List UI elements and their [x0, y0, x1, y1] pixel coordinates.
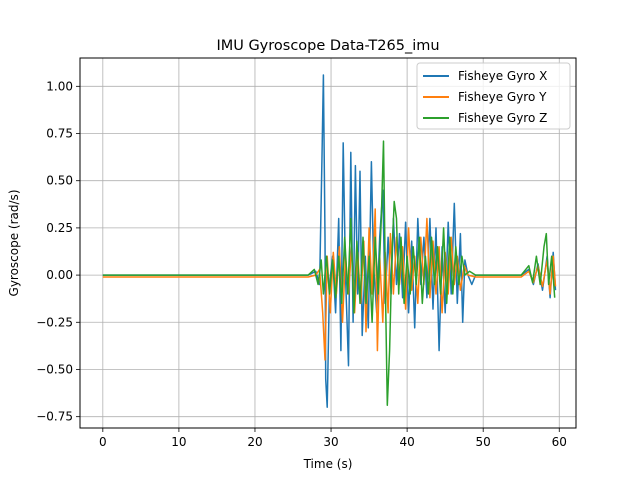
x-axis-label: Time (s)	[303, 457, 353, 471]
legend-label-gyro-z: Fisheye Gyro Z	[458, 111, 547, 125]
chart-title: IMU Gyroscope Data-T265_imu	[216, 38, 439, 54]
series-gyro-z-line	[102, 140, 556, 407]
y-tick-label: 0.75	[46, 127, 73, 141]
y-axis-label: Gyroscope (rad/s)	[7, 190, 21, 297]
y-tick-label: 0.50	[46, 174, 73, 188]
data-series	[102, 74, 557, 408]
x-tick-label: 40	[399, 435, 414, 449]
y-tick-label: −0.75	[36, 410, 73, 424]
y-tick-label: −0.50	[36, 362, 73, 376]
x-tick-label: 20	[247, 435, 262, 449]
y-tick-label: 1.00	[46, 79, 73, 93]
legend-label-gyro-y: Fisheye Gyro Y	[458, 90, 547, 104]
legend-label-gyro-x: Fisheye Gyro X	[458, 69, 547, 83]
x-tick-label: 60	[552, 435, 567, 449]
legend-box	[416, 62, 571, 130]
y-tick-label: −0.25	[36, 315, 73, 329]
x-tick-label: 10	[171, 435, 186, 449]
y-tick-label: 0.25	[46, 221, 73, 235]
axis-ticks: 0 10 20 30 40 50 60 −0.75 −0.50 −0.25 0.00 0.25 0.50…	[36, 79, 567, 449]
plot-frame	[79, 57, 577, 429]
y-tick-label: 0.00	[46, 268, 73, 282]
legend: Fisheye Gyro X Fisheye Gyro Y Fisheye Gy…	[416, 62, 571, 130]
x-tick-label: 30	[323, 435, 338, 449]
x-tick-label: 50	[476, 435, 491, 449]
x-tick-label: 0	[99, 435, 107, 449]
